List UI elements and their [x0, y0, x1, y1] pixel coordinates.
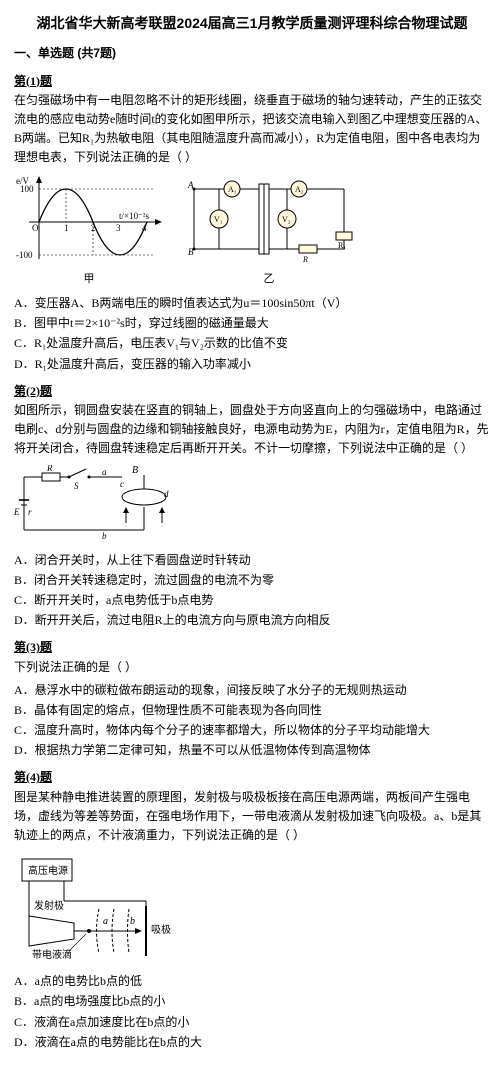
svg-text:S: S [74, 481, 79, 491]
transformer-circuit: A₁ V₁ A B A₂ R₁ R V₂ [184, 174, 354, 269]
svg-text:V₁: V₁ [214, 215, 223, 224]
x2: 2 [91, 223, 96, 233]
lbl-b: b [130, 916, 135, 927]
q1-cap2: 乙 [184, 271, 354, 289]
svg-text:b: b [102, 531, 107, 541]
q3-optA: A．悬浮水中的碳粒做布朗运动的现象，间接反映了水分子的无规则热运动 [14, 681, 490, 700]
q4-figure: 高压电源 发射极 带电液滴 a b 吸极 [14, 851, 490, 966]
q1-options: A．变压器A、B两端电压的瞬时值表达式为u＝100sin50πt（V） B．图甲… [14, 294, 490, 374]
q2-body: 如图所示，铜圆盘安装在竖直的铜轴上，圆盘处于方向竖直向上的匀强磁场中，电路通过电… [14, 401, 490, 459]
svg-text:B: B [132, 465, 138, 476]
electrostatic-diagram: 高压电源 发射极 带电液滴 a b 吸极 [14, 851, 179, 966]
sine-graph: e/V 100 -100 O 1 2 3 4 t/×10⁻²s [14, 174, 164, 269]
page-title: 湖北省华大新高考联盟2024届高三1月教学质量测评理科综合物理试题 [14, 12, 490, 34]
axis-x-label: t/×10⁻²s [119, 211, 150, 221]
lbl-drop: 带电液滴 [32, 948, 72, 961]
q4-optC: C．液滴在a点加速度比在b点的小 [14, 1013, 490, 1032]
q2-options: A．闭合开关时，从上往下看圆盘逆时针转动 B．闭合开关转速稳定时，流过圆盘的电流… [14, 551, 490, 631]
x3: 3 [116, 223, 121, 233]
svg-text:a: a [102, 467, 107, 477]
svg-text:c: c [120, 479, 124, 489]
q3-optB: B．晶体有固定的熔点，但物理性质不可能表现为各向同性 [14, 701, 490, 720]
q1-fig1: e/V 100 -100 O 1 2 3 4 t/×10⁻²s 甲 [14, 174, 164, 289]
q2-optC: C．断开开关时，a点电势低于b点电势 [14, 591, 490, 610]
q4-body: 图是某种静电推进装置的原理图，发射极与吸极板接在高压电源两端，两板间产生强电场，… [14, 788, 490, 846]
lbl-src: 高压电源 [28, 864, 68, 877]
svg-text:A₂: A₂ [295, 185, 304, 194]
q1-head: 第(1)题 [14, 72, 490, 91]
q1-body: 在匀强磁场中有一电阻忽略不计的矩形线圈，绕垂直于磁场的轴匀速转动，产生的正弦交流… [14, 91, 490, 168]
q1-cap1: 甲 [14, 271, 164, 289]
q3-optD: D．根据热力学第二定律可知，热量不可以从低温物体传到高温物体 [14, 741, 490, 760]
q1-optA: A．变压器A、B两端电压的瞬时值表达式为u＝100sin50πt（V） [14, 294, 490, 313]
x4: 4 [142, 223, 147, 233]
lbl-a: a [103, 916, 108, 927]
svg-text:d: d [164, 489, 169, 499]
disk-circuit: E r S R a b c d B [14, 465, 184, 545]
q1-optC: C．R₁处温度升高后，电压表V₁与V₂示数的比值不变 [14, 334, 490, 353]
lbl-abs: 吸极 [151, 923, 171, 936]
q2-optD: D．断开开关后，流过电阻R上的电流方向与原电流方向相反 [14, 611, 490, 630]
q3-head: 第(3)题 [14, 638, 490, 657]
q1-optD: D．R₁处温度升高后，变压器的输入功率减小 [14, 355, 490, 374]
q2-optA: A．闭合开关时，从上往下看圆盘逆时针转动 [14, 551, 490, 570]
q1-fig2: A₁ V₁ A B A₂ R₁ R V₂ [184, 174, 354, 289]
q3-options: A．悬浮水中的碳粒做布朗运动的现象，间接反映了水分子的无规则热运动 B．晶体有固… [14, 681, 490, 761]
q4-head: 第(4)题 [14, 768, 490, 787]
q3-body: 下列说法正确的是（ ） [14, 658, 490, 677]
svg-text:A₁: A₁ [228, 185, 237, 194]
svg-text:R: R [46, 465, 53, 473]
q2-figure: E r S R a b c d B [14, 465, 490, 545]
q4-optB: B．a点的电场强度比b点的小 [14, 992, 490, 1011]
svg-text:r: r [28, 507, 32, 517]
svg-text:O: O [32, 223, 39, 233]
y-100-label: -100 [16, 250, 33, 260]
svg-text:V₂: V₂ [282, 215, 291, 224]
y100-label: 100 [20, 184, 34, 194]
q2-head: 第(2)题 [14, 382, 490, 401]
q3-optC: C．温度升高时，物体内每个分子的速率都增大，所以物体的分子平均动能增大 [14, 721, 490, 740]
q1-figures: e/V 100 -100 O 1 2 3 4 t/×10⁻²s 甲 A₁ V₁ … [14, 174, 490, 289]
q2-optB: B．闭合开关转速稳定时，流过圆盘的电流不为零 [14, 571, 490, 590]
svg-text:E: E [14, 507, 20, 517]
section-heading: 一、单选题 (共7题) [14, 44, 490, 63]
svg-text:R: R [302, 255, 308, 264]
q1-optB: B．图甲中t＝2×10⁻²s时，穿过线圈的磁通量最大 [14, 314, 490, 333]
q4-optA: A．a点的电势比b点的低 [14, 972, 490, 991]
x1: 1 [64, 223, 69, 233]
lbl-emit: 发射极 [34, 899, 64, 912]
q4-options: A．a点的电势比b点的低 B．a点的电场强度比b点的小 C．液滴在a点加速度比在… [14, 972, 490, 1052]
q4-optD: D．液滴在a点的电势能比在b点的大 [14, 1033, 490, 1052]
